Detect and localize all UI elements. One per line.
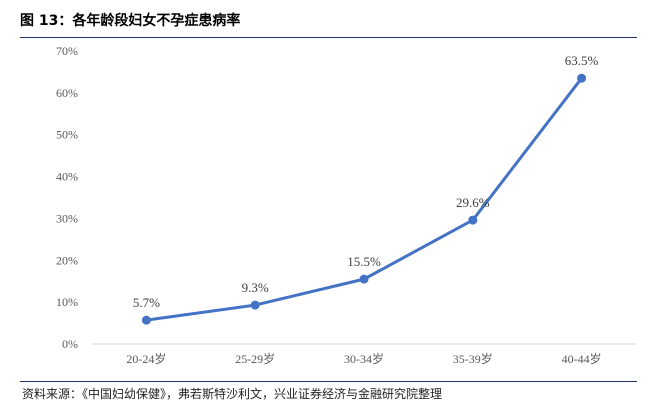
y-tick-label: 10% bbox=[56, 295, 78, 309]
series-line bbox=[146, 77, 583, 322]
data-labels: 5.7% 9.3% 15.5% 29.6% 63.5% bbox=[133, 53, 599, 310]
x-tick-label: 35-39岁 bbox=[453, 351, 493, 366]
data-label: 15.5% bbox=[347, 254, 381, 269]
x-tick-label: 25-29岁 bbox=[235, 351, 275, 366]
data-point bbox=[141, 315, 151, 325]
y-tick-label: 30% bbox=[56, 211, 78, 225]
y-tick-label: 50% bbox=[56, 128, 78, 142]
data-point bbox=[577, 73, 587, 83]
data-label: 5.7% bbox=[133, 295, 160, 310]
data-label: 29.6% bbox=[456, 195, 490, 210]
x-tick-label: 20-24岁 bbox=[126, 351, 166, 366]
data-label: 9.3% bbox=[242, 280, 269, 295]
x-tick-label: 40-44岁 bbox=[562, 351, 602, 366]
data-point bbox=[250, 300, 260, 310]
y-tick-label: 20% bbox=[56, 253, 78, 267]
data-point bbox=[359, 274, 369, 284]
line-chart: 0% 10% 20% 30% 40% 50% 60% 70% 20-24岁 25-29岁 30-3… bbox=[56, 44, 636, 366]
x-axis-labels: 20-24岁 25-29岁 30-34岁 35-39岁 40-44岁 bbox=[126, 351, 601, 366]
data-points bbox=[141, 73, 587, 325]
data-point bbox=[468, 215, 478, 225]
y-axis-labels: 0% 10% 20% 30% 40% 50% 60% 70% bbox=[56, 44, 78, 351]
data-label: 63.5% bbox=[565, 53, 599, 68]
figure-title: 图 13：各年龄段妇女不孕症患病率 bbox=[20, 13, 241, 29]
source-note: 资料来源：《中国妇幼保健》，弗若斯特沙利文，兴业证券经济与金融研究院整理 bbox=[22, 387, 443, 401]
figure-header: 图 13：各年龄段妇女不孕症患病率 bbox=[20, 0, 637, 38]
source-divider bbox=[20, 381, 637, 382]
x-tick-label: 30-34岁 bbox=[344, 351, 384, 366]
y-tick-label: 40% bbox=[56, 170, 78, 184]
y-tick-label: 0% bbox=[62, 337, 78, 351]
title-divider bbox=[20, 37, 637, 38]
y-tick-label: 70% bbox=[56, 44, 78, 58]
y-tick-label: 60% bbox=[56, 86, 78, 100]
